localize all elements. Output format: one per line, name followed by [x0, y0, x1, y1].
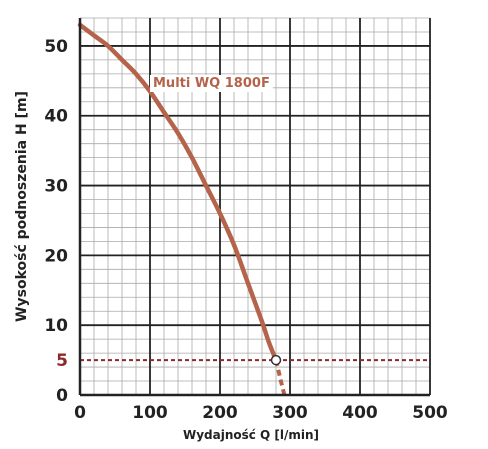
x-tick-label: 100 [132, 403, 168, 423]
series-line-multi-wq-1800f [77, 22, 279, 363]
x-tick-labels: 0 100 200 300 400 500 [74, 403, 448, 423]
axes [78, 18, 430, 397]
minor-grid [79, 17, 431, 396]
operating-point-marker [270, 354, 282, 366]
x-tick-label: 0 [74, 403, 86, 423]
x-tick-label: 500 [412, 403, 448, 423]
y-tick-label: 10 [44, 316, 68, 336]
x-tick-label: 400 [342, 403, 378, 423]
y-tick-label: 20 [44, 246, 68, 266]
y-tick-label: 30 [44, 177, 68, 197]
major-grid [79, 18, 431, 396]
x-axis-label: Wydajność Q [l/min] [183, 428, 319, 442]
y-tick-label: 0 [56, 386, 68, 406]
series-group: Multi WQ 1800F [77, 22, 287, 396]
series-line-extension [274, 359, 287, 396]
reference-line-group: 5 [56, 351, 430, 371]
y-tick-labels: 0 10 20 30 40 50 [44, 37, 68, 406]
y-axis-label: Wysokość podnoszenia H [m] [14, 91, 30, 322]
series-label-background [150, 75, 273, 92]
reference-line-label: 5 [56, 351, 68, 371]
y-tick-label: 40 [44, 107, 68, 127]
y-tick-label: 50 [44, 37, 68, 57]
x-tick-label: 200 [202, 403, 238, 423]
series-label: Multi WQ 1800F [153, 76, 270, 91]
x-tick-label: 300 [272, 403, 308, 423]
